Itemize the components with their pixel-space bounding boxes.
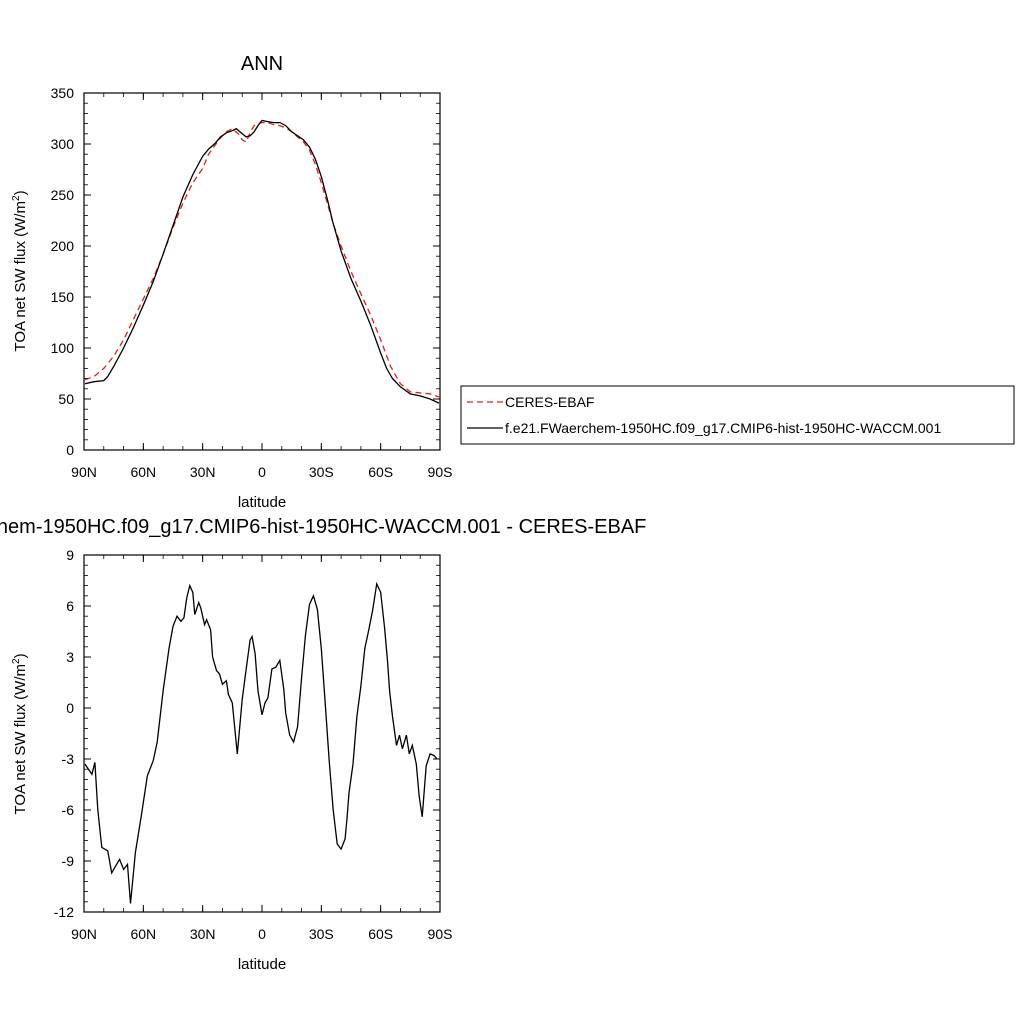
legend-box	[460, 385, 1015, 445]
top-panel-xtick-label-3: 0	[258, 464, 266, 480]
bottom-panel-ytick-label-2: -6	[62, 802, 75, 818]
bottom-panel-lines	[84, 581, 438, 904]
bottom-panel-series-0-line	[84, 581, 438, 904]
top-panel-ytick-label-3: 150	[51, 289, 75, 305]
bottom-panel-ylabel-close: )	[12, 653, 29, 658]
top-panel-ytick-label-7: 350	[51, 85, 75, 101]
bottom-panel-ytick-label-5: 3	[66, 649, 74, 665]
top-panel-ylabel-main: TOA net SW flux (W/m	[12, 201, 29, 352]
bottom-panel-ylabel-sup: 2	[11, 658, 22, 664]
legend-label-model: f.e21.FWaerchem-1950HC.f09_g17.CMIP6-his…	[505, 420, 941, 436]
top-panel-xtick-label-6: 90S	[428, 464, 453, 480]
top-panel-series-0-line	[84, 121, 440, 398]
bottom-panel-xtick-label-1: 60N	[130, 926, 156, 942]
bottom-panel-ylabel: TOA net SW flux (W/m2)	[11, 653, 29, 814]
bottom-panel-ytick-label-3: -3	[62, 751, 75, 767]
legend-label-ceres: CERES-EBAF	[505, 394, 594, 410]
bottom-panel-xtick-label-6: 90S	[428, 926, 453, 942]
bottom-panel: f.e21.FWaerchem-1950HC.f09_g17.CMIP6-his…	[0, 516, 646, 973]
bottom-panel-xtick-label-2: 30N	[190, 926, 216, 942]
bottom-panel-xlabel: latitude	[238, 956, 286, 973]
top-panel-lines	[84, 119, 440, 404]
top-panel-xtick-label-2: 30N	[190, 464, 216, 480]
top-panel-ytick-label-5: 250	[51, 187, 75, 203]
bottom-panel-ytick-label-6: 6	[66, 598, 74, 614]
bottom-panel-ticks: -12 -9 -6 -3 0 3 6 9 90N 60N 30N 0 30S 60S 90S	[54, 547, 453, 942]
top-panel-ytick-label-2: 100	[51, 340, 75, 356]
bottom-panel-xtick-label-0: 90N	[71, 926, 97, 942]
top-panel-ylabel: TOA net SW flux (W/m2)	[11, 190, 29, 351]
top-panel-ytick-label-1: 50	[58, 391, 74, 407]
bottom-panel-title: f.e21.FWaerchem-1950HC.f09_g17.CMIP6-his…	[0, 516, 646, 538]
bottom-panel-xtick-label-5: 60S	[368, 926, 393, 942]
bottom-panel-xtick-label-4: 30S	[309, 926, 334, 942]
top-panel-ytick-label-6: 300	[51, 136, 75, 152]
top-panel: ANN 0 50 100 150 200 250 300 350 90N 60N 30N 0 30S 60…	[11, 53, 452, 511]
top-panel-xlabel: latitude	[238, 494, 286, 511]
bottom-panel-ytick-label-7: 9	[66, 547, 74, 563]
bottom-panel-frame	[83, 554, 441, 913]
top-panel-ytick-label-0: 0	[66, 442, 74, 458]
bottom-panel-ytick-label-1: -9	[62, 853, 75, 869]
bottom-panel-ylabel-main: TOA net SW flux (W/m	[12, 664, 29, 815]
top-panel-ylabel-close: )	[12, 190, 29, 195]
top-panel-xtick-label-0: 90N	[71, 464, 97, 480]
bottom-panel-ytick-label-4: 0	[66, 700, 74, 716]
bottom-panel-xtick-label-3: 0	[258, 926, 266, 942]
top-panel-title: ANN	[241, 53, 283, 75]
top-panel-ylabel-sup: 2	[11, 195, 22, 201]
top-panel-frame	[83, 92, 441, 451]
top-panel-ytick-label-4: 200	[51, 238, 75, 254]
legend: CERES-EBAF f.e21.FWaerchem-1950HC.f09_g1…	[460, 385, 1015, 445]
top-panel-xtick-label-5: 60S	[368, 464, 393, 480]
top-panel-xtick-label-4: 30S	[309, 464, 334, 480]
top-panel-series-1-line	[84, 119, 440, 404]
bottom-panel-ytick-label-0: -12	[54, 904, 74, 920]
top-panel-ticks: 0 50 100 150 200 250 300 350 90N 60N 30N 0 30S 60S 90S	[51, 85, 453, 480]
top-panel-xtick-label-1: 60N	[130, 464, 156, 480]
